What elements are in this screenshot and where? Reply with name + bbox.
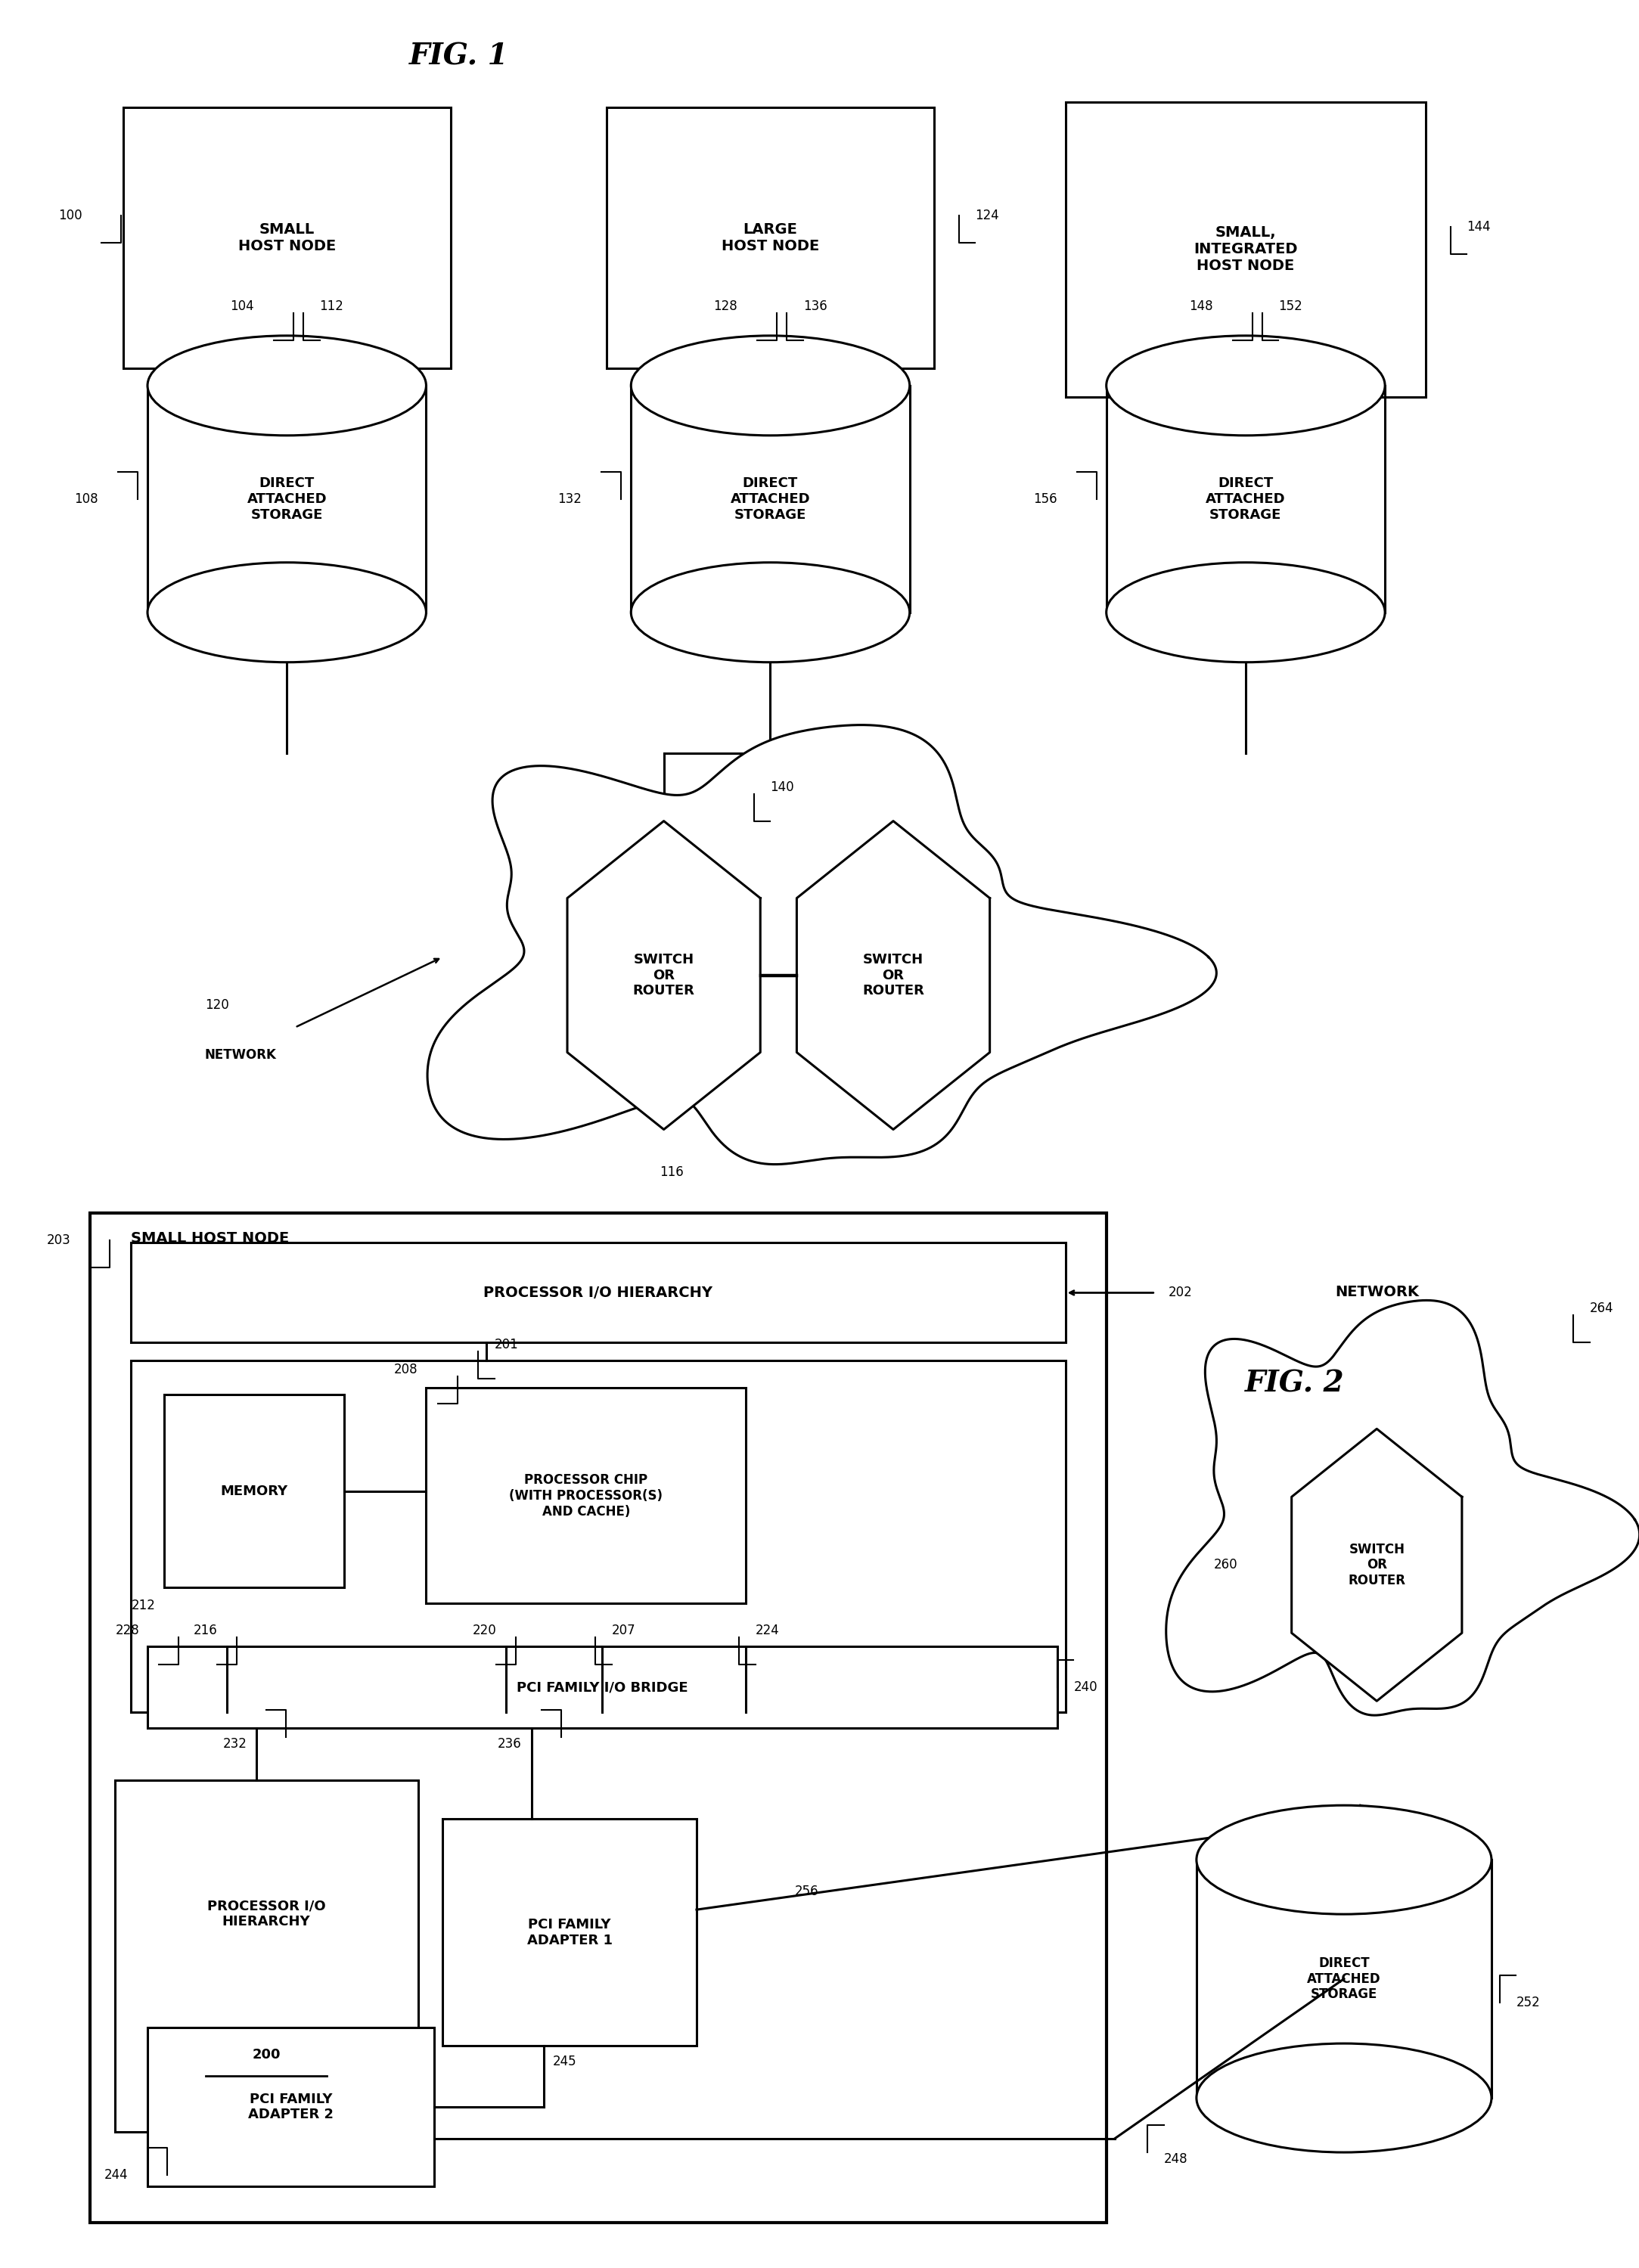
Bar	[426, 1388, 746, 1603]
Text: 124: 124	[975, 209, 1000, 222]
Text: SWITCH
OR
ROUTER: SWITCH OR ROUTER	[1347, 1542, 1406, 1588]
Text: FIG. 2: FIG. 2	[1246, 1370, 1344, 1397]
Text: NETWORK: NETWORK	[205, 1048, 277, 1061]
Text: PROCESSOR I/O HIERARCHY: PROCESSOR I/O HIERARCHY	[484, 1286, 713, 1300]
Text: 100: 100	[57, 209, 82, 222]
Ellipse shape	[631, 336, 910, 435]
Text: 232: 232	[223, 1737, 247, 1751]
Text: 240: 240	[1074, 1681, 1098, 1694]
Text: 212: 212	[131, 1599, 156, 1613]
Text: 245: 245	[552, 2055, 577, 2068]
Text: 112: 112	[320, 299, 344, 313]
Text: 120: 120	[205, 998, 229, 1012]
Text: 244: 244	[103, 2168, 128, 2182]
Bar	[131, 1243, 1065, 1343]
Bar	[123, 109, 451, 370]
Text: 116: 116	[661, 1166, 683, 1179]
Text: DIRECT
ATTACHED
STORAGE: DIRECT ATTACHED STORAGE	[247, 476, 326, 522]
Text: 248: 248	[1164, 2152, 1188, 2166]
Bar	[148, 2028, 434, 2186]
Text: SMALL HOST NODE: SMALL HOST NODE	[131, 1232, 290, 1245]
Text: DIRECT
ATTACHED
STORAGE: DIRECT ATTACHED STORAGE	[1206, 476, 1285, 522]
Polygon shape	[567, 821, 760, 1129]
Bar	[164, 1395, 344, 1588]
Text: 128: 128	[713, 299, 738, 313]
Bar	[115, 1780, 418, 2132]
Ellipse shape	[1106, 336, 1385, 435]
Text: 260: 260	[1213, 1558, 1237, 1572]
Text: SWITCH
OR
ROUTER: SWITCH OR ROUTER	[862, 953, 924, 998]
Text: 152: 152	[1278, 299, 1303, 313]
Text: 104: 104	[229, 299, 254, 313]
Text: 224: 224	[756, 1624, 780, 1637]
Polygon shape	[797, 821, 990, 1129]
Polygon shape	[428, 726, 1216, 1163]
Polygon shape	[1165, 1300, 1639, 1715]
Text: MEMORY: MEMORY	[220, 1483, 288, 1499]
Text: PCI FAMILY
ADAPTER 2: PCI FAMILY ADAPTER 2	[247, 2093, 334, 2121]
Text: PROCESSOR I/O
HIERARCHY: PROCESSOR I/O HIERARCHY	[207, 1898, 326, 1928]
Text: SWITCH
OR
ROUTER: SWITCH OR ROUTER	[633, 953, 695, 998]
Ellipse shape	[1106, 562, 1385, 662]
Text: PROCESSOR CHIP
(WITH PROCESSOR(S)
AND CACHE): PROCESSOR CHIP (WITH PROCESSOR(S) AND CA…	[510, 1474, 662, 1517]
Text: 256: 256	[795, 1885, 820, 1898]
Text: FIG. 1: FIG. 1	[410, 43, 508, 70]
Text: NETWORK: NETWORK	[1334, 1286, 1419, 1300]
Text: 140: 140	[770, 780, 795, 794]
Bar	[606, 109, 934, 370]
Text: 148: 148	[1188, 299, 1213, 313]
Ellipse shape	[148, 336, 426, 435]
Text: DIRECT
ATTACHED
STORAGE: DIRECT ATTACHED STORAGE	[1306, 1957, 1382, 2000]
Bar	[1065, 102, 1426, 397]
Bar	[131, 1361, 1065, 1712]
Text: 252: 252	[1516, 1996, 1541, 2009]
Text: 203: 203	[46, 1234, 70, 1247]
Ellipse shape	[148, 562, 426, 662]
Text: DIRECT
ATTACHED
STORAGE: DIRECT ATTACHED STORAGE	[731, 476, 810, 522]
Text: LARGE
HOST NODE: LARGE HOST NODE	[721, 222, 820, 254]
Text: 220: 220	[472, 1624, 497, 1637]
Text: 200: 200	[252, 2048, 280, 2062]
Text: SMALL,
INTEGRATED
HOST NODE: SMALL, INTEGRATED HOST NODE	[1193, 225, 1298, 274]
Ellipse shape	[1196, 2043, 1491, 2152]
Polygon shape	[1292, 1429, 1462, 1701]
Text: PCI FAMILY
ADAPTER 1: PCI FAMILY ADAPTER 1	[526, 1919, 613, 1946]
Text: 236: 236	[498, 1737, 521, 1751]
Bar	[148, 1647, 1057, 1728]
Text: 132: 132	[557, 492, 582, 506]
Text: 264: 264	[1590, 1302, 1614, 1315]
Bar	[90, 1213, 1106, 2223]
Text: 208: 208	[393, 1363, 418, 1377]
Text: 216: 216	[193, 1624, 216, 1637]
Bar	[443, 1819, 697, 2046]
Ellipse shape	[1196, 1805, 1491, 1914]
Text: 228: 228	[115, 1624, 139, 1637]
Text: PCI FAMILY I/O BRIDGE: PCI FAMILY I/O BRIDGE	[516, 1681, 688, 1694]
Text: 108: 108	[74, 492, 98, 506]
Text: SMALL
HOST NODE: SMALL HOST NODE	[238, 222, 336, 254]
Text: 136: 136	[803, 299, 828, 313]
Text: 201: 201	[495, 1338, 518, 1352]
Text: 202: 202	[1169, 1286, 1193, 1300]
Text: 156: 156	[1033, 492, 1057, 506]
Ellipse shape	[631, 562, 910, 662]
Text: 207: 207	[611, 1624, 636, 1637]
Text: 144: 144	[1467, 220, 1491, 234]
